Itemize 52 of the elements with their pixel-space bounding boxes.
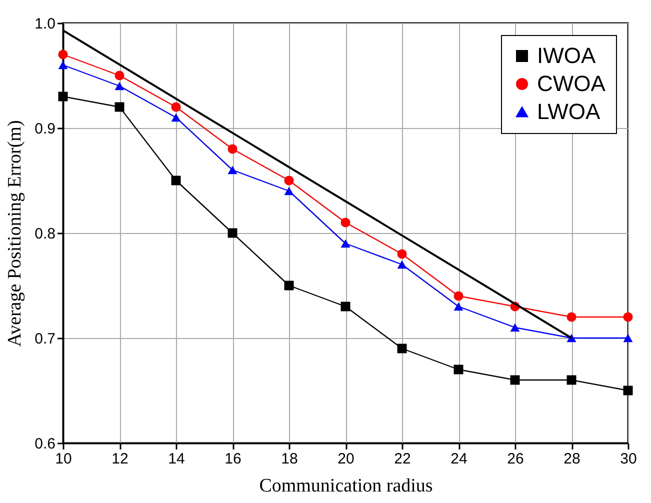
point	[623, 334, 633, 342]
point	[510, 323, 520, 332]
point	[397, 260, 407, 269]
x-tick-label: 14	[168, 450, 185, 468]
y-tick-label: 0.6	[34, 436, 56, 452]
point	[566, 375, 576, 385]
point	[340, 239, 350, 248]
y-axis-title: Average Positioning Error(m)	[4, 120, 26, 347]
y-tick-label: 0.9	[34, 120, 56, 138]
point	[58, 60, 68, 70]
x-tick-label: 22	[394, 450, 411, 468]
point	[58, 50, 68, 60]
point	[510, 375, 520, 385]
x-tick-label: 28	[564, 450, 580, 468]
point	[171, 176, 181, 186]
point	[58, 92, 68, 102]
x-axis-title: Communication radius	[259, 476, 433, 496]
point	[454, 302, 464, 311]
point	[340, 218, 350, 228]
x-tick-label: 30	[620, 450, 637, 468]
point	[284, 186, 294, 196]
point	[623, 386, 633, 396]
point	[171, 102, 181, 112]
point	[284, 176, 294, 186]
point	[397, 249, 407, 259]
point	[114, 82, 124, 90]
point	[623, 312, 633, 322]
x-tick-label: 26	[507, 450, 524, 468]
y-tick-label: 0.8	[34, 226, 56, 242]
point	[454, 291, 464, 301]
x-tick-label: 18	[281, 450, 298, 468]
point	[228, 228, 238, 238]
x-tick-label: 10	[55, 450, 72, 468]
legend-label: LWOA	[537, 99, 600, 124]
y-tick-label: 0.7	[34, 330, 56, 348]
point	[397, 344, 407, 354]
x-tick-label: 24	[450, 450, 468, 468]
point	[566, 312, 576, 322]
point	[454, 364, 464, 374]
legend-label: IWOA	[537, 43, 596, 68]
point	[228, 166, 238, 174]
x-tick-label: 12	[112, 450, 128, 468]
x-tick-label: 16	[224, 450, 242, 468]
point	[340, 302, 350, 312]
point	[114, 70, 124, 80]
y-tick-label: 1.0	[34, 16, 56, 32]
point	[228, 144, 238, 154]
x-tick-label: 20	[338, 450, 354, 468]
legend-label: CWOA	[537, 71, 606, 96]
point	[114, 102, 124, 112]
point	[171, 113, 181, 122]
point	[284, 280, 294, 290]
